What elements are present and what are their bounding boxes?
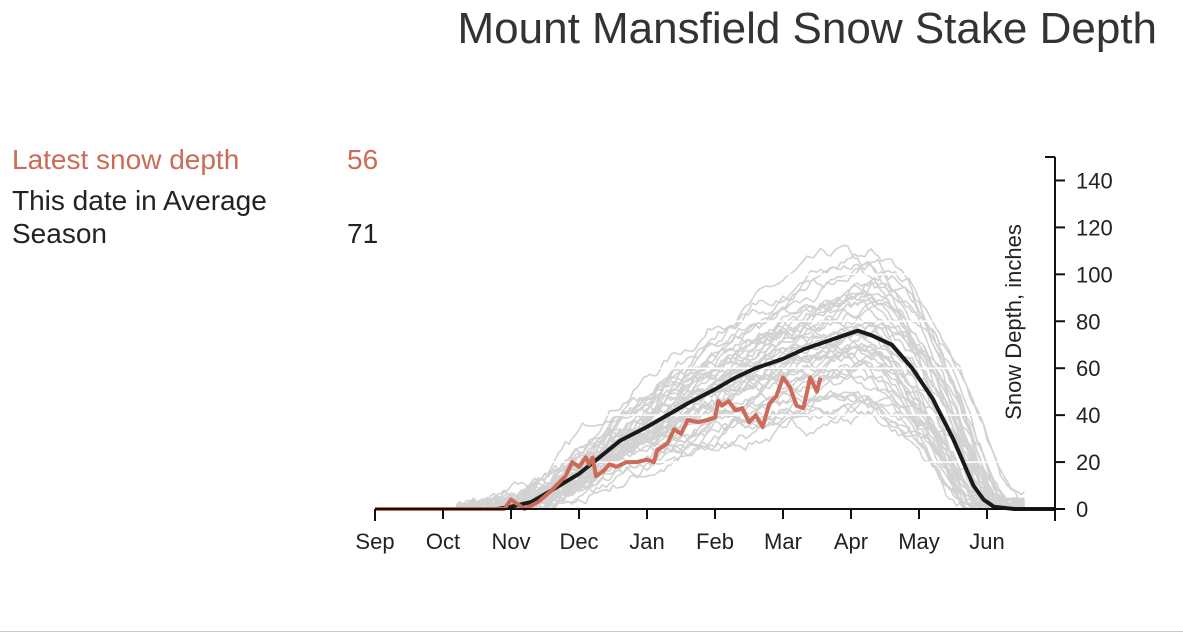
y-tick-label: 140 (1076, 168, 1113, 193)
bottom-divider (0, 631, 1183, 632)
chart-title: Mount Mansfield Snow Stake Depth (457, 4, 1158, 53)
y-tick-label: 40 (1076, 403, 1100, 428)
y-axis-label: Snow Depth, inches (1001, 224, 1026, 420)
current-season-line (375, 375, 823, 511)
x-tick-label: Sep (355, 529, 394, 554)
latest-snow-depth-label: Latest snow depth (12, 144, 240, 175)
historical-season-line (456, 325, 1026, 510)
x-tick-label: Apr (834, 529, 868, 554)
x-tick-label: Dec (559, 529, 598, 554)
average-season-label-line1: This date in Average (12, 185, 267, 216)
y-tick-label: 20 (1076, 450, 1100, 475)
x-tick-label: Mar (764, 529, 802, 554)
x-tick-label: Jan (629, 529, 664, 554)
historical-season-line (456, 298, 1025, 510)
historical-season-line (456, 296, 1025, 510)
x-tick-label: Jun (969, 529, 1004, 554)
average-season-value: 71 (347, 218, 379, 249)
y-tick-label: 0 (1076, 497, 1088, 522)
y-tick-label: 120 (1076, 215, 1113, 240)
x-tick-label: Nov (491, 529, 530, 554)
latest-snow-depth-value: 56 (347, 144, 379, 175)
x-tick-label: Feb (696, 529, 734, 554)
series-lines (375, 328, 1055, 511)
x-tick-label: Oct (426, 529, 460, 554)
axes: Sep Oct Nov Dec Jan Feb Mar Apr May Jun 0 20 40 60 80 1… (355, 156, 1113, 554)
y-tick-label: 60 (1076, 356, 1100, 381)
historical-season-line (456, 263, 1025, 510)
y-tick-label: 100 (1076, 262, 1113, 287)
average-season-label-line2: Season (12, 218, 107, 249)
y-tick-label: 80 (1076, 309, 1100, 334)
historical-season-line (456, 399, 1025, 510)
x-tick-label: May (898, 529, 940, 554)
